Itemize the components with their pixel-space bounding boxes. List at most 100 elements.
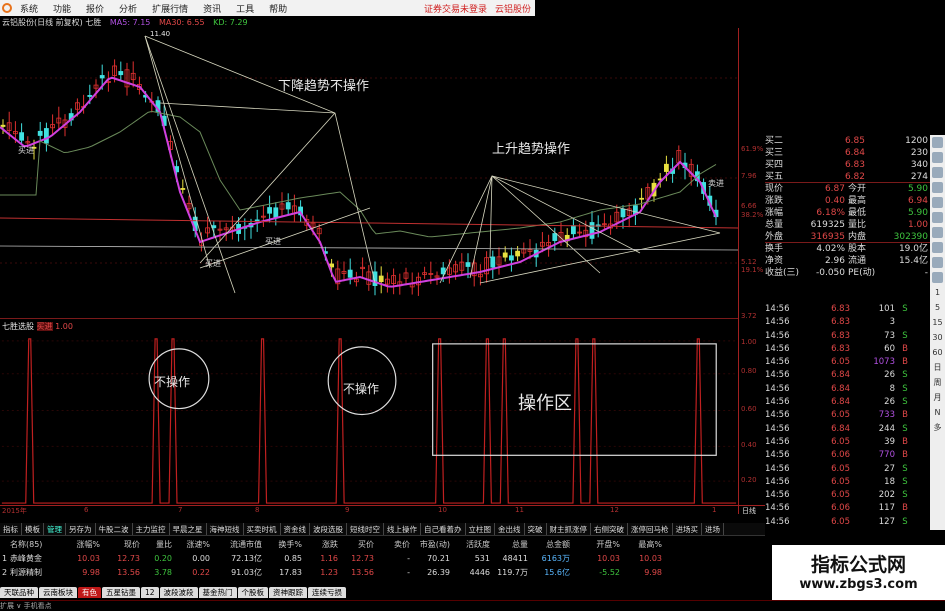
indicator-tab[interactable]: 涨停回马枪 bbox=[628, 523, 673, 535]
period-button[interactable]: 日 bbox=[933, 363, 942, 372]
column-header[interactable]: 涨跌 bbox=[322, 539, 338, 549]
column-header[interactable]: 涨速% bbox=[186, 539, 210, 549]
indicator-tab[interactable]: 立柱图 bbox=[466, 523, 495, 535]
sector-tab[interactable]: 五星钻墨 bbox=[102, 587, 140, 598]
column-header[interactable]: 名称(85) bbox=[10, 539, 43, 549]
book-label: 买五 bbox=[765, 172, 784, 182]
tick-list[interactable]: 14:56 6.83 101 S 14:56 6.83 3 14:56 6.83 73 S 14:56… bbox=[765, 303, 930, 529]
column-header[interactable]: 量比 bbox=[156, 539, 172, 549]
sector-tab[interactable]: 天联品种 bbox=[0, 587, 38, 598]
toolbar-tool-icon[interactable] bbox=[932, 137, 943, 148]
no-op-label-2: 不操作 bbox=[343, 382, 380, 396]
column-header[interactable]: 最高% bbox=[638, 539, 662, 549]
period-button[interactable]: 1 bbox=[934, 288, 941, 297]
sector-tab[interactable]: 连续亏损 bbox=[308, 587, 347, 598]
sector-tab[interactable]: 有色 bbox=[78, 587, 101, 598]
sector-tab[interactable]: 基金热门 bbox=[198, 587, 237, 598]
column-header[interactable]: 开盘% bbox=[596, 539, 620, 549]
menu-tools[interactable]: 工具 bbox=[236, 4, 255, 15]
table-row[interactable]: 2 利源精制 9.98 13.56 3.78 0.22 91.03亿 17.83 1.23 13.… bbox=[0, 565, 770, 579]
period-button[interactable]: 月 bbox=[933, 393, 942, 402]
indicator-tab[interactable]: 早晨之星 bbox=[170, 523, 207, 535]
indicator-chart[interactable] bbox=[0, 318, 738, 514]
column-header[interactable]: 现价 bbox=[124, 539, 140, 549]
period-button[interactable]: 30 bbox=[932, 333, 943, 342]
stock-name[interactable]: 赤峰黄金 bbox=[10, 553, 42, 563]
sector-tab[interactable]: 云南板块 bbox=[39, 587, 77, 598]
menu-quote[interactable]: 报价 bbox=[86, 4, 105, 15]
indicator-tab[interactable]: 短线时空 bbox=[347, 523, 384, 535]
sector-tab[interactable]: 12 bbox=[141, 587, 159, 598]
period-button[interactable]: 周 bbox=[933, 378, 942, 387]
indicator-tab[interactable]: 主力监控 bbox=[133, 523, 170, 535]
tick-side: S bbox=[902, 397, 908, 408]
column-header[interactable]: 总量 bbox=[512, 539, 528, 549]
toolbar-tool-icon[interactable] bbox=[932, 272, 943, 283]
indicator-signal: 买进 bbox=[36, 322, 53, 331]
toolbar-tool-icon[interactable] bbox=[932, 242, 943, 253]
indicator-tab[interactable]: 牛股二波 bbox=[96, 523, 133, 535]
trend-line bbox=[0, 245, 738, 251]
menu-system[interactable]: 系统 bbox=[20, 4, 39, 15]
indicator-tab[interactable]: 进场 bbox=[702, 523, 724, 535]
toolbar-tool-icon[interactable] bbox=[932, 167, 943, 178]
period-button[interactable]: 多 bbox=[933, 423, 942, 432]
toolbar-tool-icon[interactable] bbox=[932, 197, 943, 208]
sector-tabs: 天联品种 云南板块 有色 五星钻墨 12 波段波段 基金热门 个股板 资神跟踪 连续亏损 bbox=[0, 587, 347, 598]
column-header[interactable]: 卖价 bbox=[394, 539, 410, 549]
indicator-tab[interactable]: 右侧突破 bbox=[591, 523, 628, 535]
menu-analysis[interactable]: 分析 bbox=[119, 4, 138, 15]
tick-time: 14:56 bbox=[765, 343, 790, 354]
toolbar-tool-icon[interactable] bbox=[932, 152, 943, 163]
column-header[interactable]: 活跃度 bbox=[466, 539, 490, 549]
menu-function[interactable]: 功能 bbox=[53, 4, 72, 15]
toolbar-tool-icon[interactable] bbox=[932, 227, 943, 238]
period-button[interactable]: 5 bbox=[934, 303, 941, 312]
sector-tab[interactable]: 资神跟踪 bbox=[269, 587, 308, 598]
sector-tab[interactable]: 波段波段 bbox=[159, 587, 198, 598]
column-header[interactable]: 市盈(动) bbox=[419, 539, 450, 549]
menu-extended[interactable]: 扩展行情 bbox=[152, 4, 189, 15]
column-header[interactable]: 买价 bbox=[358, 539, 374, 549]
column-header[interactable]: 流通市值 bbox=[230, 539, 262, 549]
indicator-tab[interactable]: 自己看着办 bbox=[421, 523, 466, 535]
column-header[interactable]: 换手% bbox=[278, 539, 302, 549]
indicator-tab[interactable]: 指标 bbox=[0, 523, 22, 535]
indicator-tab[interactable]: 波段选股 bbox=[310, 523, 347, 535]
indicator-tab[interactable]: 财主抓涨停 bbox=[547, 523, 591, 535]
column-header[interactable]: 总金额 bbox=[546, 539, 570, 549]
indicator-tab[interactable]: 海神短线 bbox=[207, 523, 244, 535]
trade-login-status[interactable]: 证券交易未登录 bbox=[423, 4, 487, 15]
indicator-tab[interactable]: 金出线 bbox=[495, 523, 525, 535]
period-button[interactable]: 15 bbox=[932, 318, 943, 327]
quote-value: 6.87 bbox=[824, 184, 845, 194]
indicator-tab[interactable]: 买卖时机 bbox=[244, 523, 281, 535]
quote-value: - bbox=[924, 268, 928, 278]
indicator-tab[interactable]: 线上操作 bbox=[384, 523, 421, 535]
stock-name[interactable]: 利源精制 bbox=[10, 567, 42, 577]
indicator-tab[interactable]: 突破 bbox=[525, 523, 547, 535]
column-header[interactable]: 涨幅% bbox=[76, 539, 100, 549]
quote-value: 2.96 bbox=[824, 256, 845, 266]
period-button[interactable]: 60 bbox=[932, 348, 943, 357]
toolbar-tool-icon[interactable] bbox=[932, 257, 943, 268]
toolbar-tool-icon[interactable] bbox=[932, 212, 943, 223]
indicator-tab[interactable]: 管理 bbox=[44, 523, 66, 535]
indicator-tab[interactable]: 另存为 bbox=[66, 523, 96, 535]
toolbar-tool-icon[interactable] bbox=[932, 182, 943, 193]
table-row[interactable]: 1 赤峰黄金 10.03 12.73 0.20 0.00 72.13亿 0.85 1.16 12.… bbox=[0, 551, 770, 565]
menu-news[interactable]: 资讯 bbox=[203, 4, 222, 15]
tick-time: 14:56 bbox=[765, 436, 790, 447]
indicator-tab[interactable]: 资金线 bbox=[281, 523, 310, 535]
period-label[interactable]: 日线 bbox=[742, 507, 756, 515]
tick-row: 14:56 6.83 73 S bbox=[765, 330, 930, 343]
period-button[interactable]: N bbox=[934, 408, 941, 417]
indicator-tab[interactable]: 模板 bbox=[22, 523, 44, 535]
menu-help[interactable]: 帮助 bbox=[269, 4, 288, 15]
menu-bar: 系统 功能 报价 分析 扩展行情 资讯 工具 帮助 证券交易未登录 云铝股份 bbox=[0, 0, 535, 16]
tick-price: 6.05 bbox=[831, 516, 850, 527]
cell: 9.98 bbox=[644, 567, 662, 577]
indicator-tab[interactable]: 进场买 bbox=[673, 523, 702, 535]
sector-tab[interactable]: 个股板 bbox=[237, 587, 269, 598]
